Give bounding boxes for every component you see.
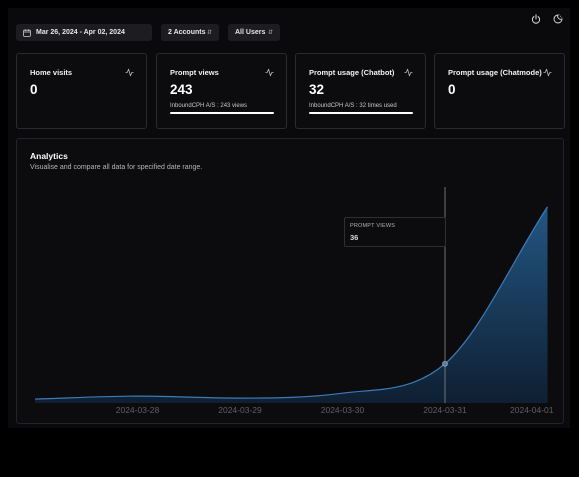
card-title: Prompt views <box>170 68 219 77</box>
analytics-chart[interactable]: 2024-03-28 2024-03-29 2024-03-30 2024-03-31… <box>17 139 564 424</box>
tooltip-label: PROMPT VIEWS <box>350 223 396 229</box>
analytics-subtitle: Visualise and compare all data for speci… <box>30 164 203 171</box>
activity-icon <box>543 68 552 77</box>
card-prompt-usage-chatmode: Prompt usage (Chatmode) 0 <box>434 53 565 129</box>
card-home-visits: Home visits 0 <box>16 53 147 129</box>
card-progress-bar <box>309 112 413 114</box>
series-line <box>34 206 549 400</box>
theme-toggle-icon[interactable] <box>553 14 563 24</box>
card-progress-bar <box>170 112 274 114</box>
tooltip-value: 36 <box>350 233 359 242</box>
date-range-picker[interactable]: Mar 26, 2024 - Apr 02, 2024 <box>16 24 152 41</box>
accounts-label: 2 Accounts <box>168 29 206 36</box>
analytics-panel: 2024-03-28 2024-03-29 2024-03-30 2024-03-31… <box>16 138 564 424</box>
card-value: 32 <box>309 82 325 97</box>
accounts-select[interactable]: 2 Accounts ⇵ <box>161 24 219 41</box>
power-icon[interactable] <box>531 14 541 24</box>
series-area <box>35 206 548 403</box>
activity-icon <box>404 68 413 77</box>
card-title: Prompt usage (Chatmode) <box>448 68 542 77</box>
card-subtitle: InboundCPH A/S : 32 times used <box>309 103 397 109</box>
activity-icon <box>265 68 274 77</box>
card-title: Prompt usage (Chatbot) <box>309 68 395 77</box>
card-value: 0 <box>448 82 456 97</box>
card-prompt-views: Prompt views 243 InboundCPH A/S : 243 vi… <box>156 53 287 129</box>
card-subtitle: InboundCPH A/S : 243 views <box>170 103 248 109</box>
chevron-updown-icon: ⇵ <box>206 29 212 36</box>
users-label: All Users <box>235 29 266 36</box>
x-tick-label: 2024-03-29 <box>218 405 262 415</box>
data-point[interactable] <box>442 360 448 367</box>
activity-icon <box>125 68 134 77</box>
calendar-icon <box>23 28 31 37</box>
card-value: 0 <box>30 82 38 97</box>
card-value: 243 <box>170 82 193 97</box>
x-tick-label: 2024-03-28 <box>116 405 160 415</box>
x-tick-label: 2024-03-31 <box>423 405 467 415</box>
app-window: Mar 26, 2024 - Apr 02, 2024 2 Accounts ⇵… <box>8 8 570 428</box>
x-tick-label: 2024-03-30 <box>321 405 365 415</box>
date-range-label: Mar 26, 2024 - Apr 02, 2024 <box>36 29 125 36</box>
chevron-updown-icon: ⇵ <box>267 29 273 36</box>
x-tick-label: 2024-04-01 <box>510 405 554 415</box>
card-prompt-usage-chatbot: Prompt usage (Chatbot) 32 InboundCPH A/S… <box>295 53 426 129</box>
chart-tooltip: PROMPT VIEWS 36 <box>344 217 446 247</box>
card-title: Home visits <box>30 68 73 77</box>
users-select[interactable]: All Users ⇵ <box>228 24 280 41</box>
analytics-title: Analytics <box>30 151 68 161</box>
